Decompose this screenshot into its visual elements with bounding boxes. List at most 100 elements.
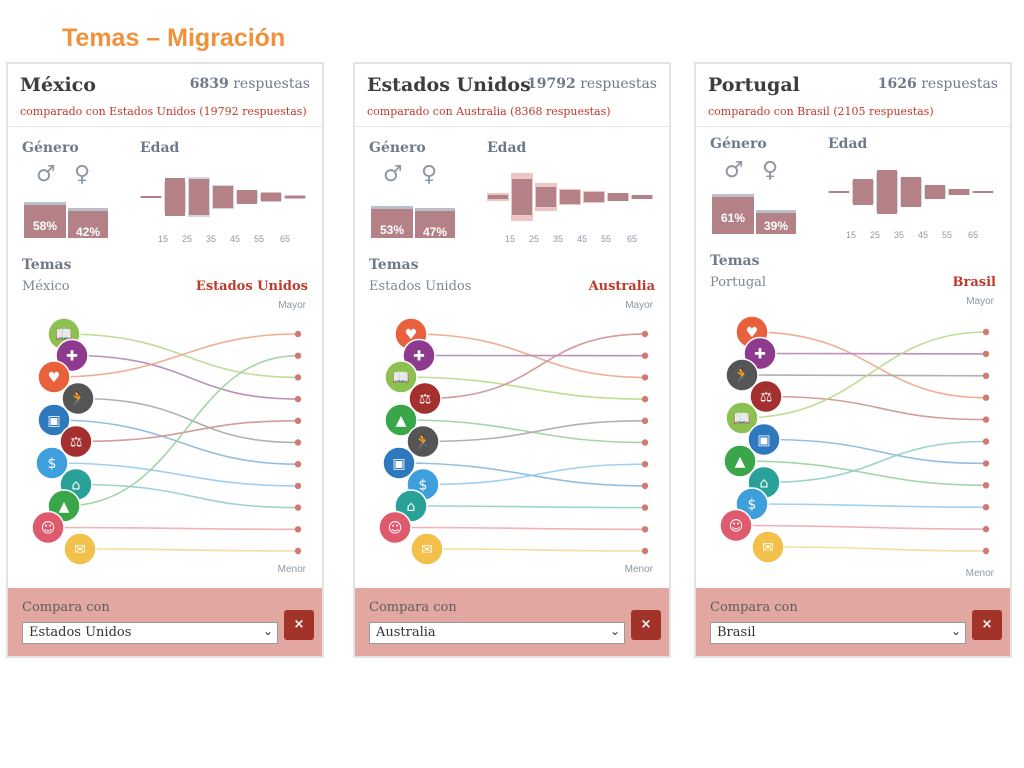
age-bar <box>973 191 993 193</box>
age-tick: 25 <box>870 230 881 240</box>
topic-link <box>422 420 646 443</box>
left-country-label: Portugal <box>710 275 767 290</box>
compare-label: Compara con <box>22 600 110 615</box>
topic-link <box>741 374 987 377</box>
svg-text:▲: ▲ <box>396 413 407 429</box>
svg-text:☺: ☺ <box>729 519 744 535</box>
compare-select[interactable]: Australia ⌄ <box>369 622 625 644</box>
age-tick: 55 <box>942 230 953 240</box>
age-tick: 45 <box>230 234 241 244</box>
briefcase-icon[interactable]: ▣ <box>747 422 781 457</box>
scale-icon[interactable]: ⚖ <box>59 424 93 459</box>
svg-text:🏃: 🏃 <box>414 434 431 451</box>
rank-dot <box>641 482 649 490</box>
topic-link <box>751 331 987 399</box>
compare-footer: Compara con Brasil ⌄ × <box>696 588 1010 656</box>
people-icon[interactable]: ☺ <box>719 508 753 543</box>
briefcase-icon[interactable]: ▣ <box>37 403 71 437</box>
runner-icon[interactable]: 🏃 <box>725 358 759 392</box>
female-icon: ♀ <box>74 162 91 187</box>
age-tick: 65 <box>280 234 291 244</box>
age-bar <box>285 195 305 199</box>
temas-label: Temas <box>369 257 419 273</box>
rank-dot <box>982 525 990 533</box>
close-button[interactable]: × <box>631 610 661 640</box>
close-button[interactable]: × <box>284 610 314 640</box>
compare-select[interactable]: Brasil ⌄ <box>710 622 966 644</box>
rank-dot <box>294 482 302 490</box>
compare-select[interactable]: Estados Unidos ⌄ <box>22 622 278 644</box>
topic-link <box>400 376 646 400</box>
rank-dot <box>641 439 649 446</box>
heart-icon[interactable]: ♥ <box>37 360 71 394</box>
plus-icon[interactable]: ✚ <box>402 338 436 373</box>
age-bar <box>536 187 556 207</box>
topic-link <box>424 333 646 400</box>
genero-label: Género <box>22 140 79 156</box>
runner-icon[interactable]: 🏃 <box>406 424 440 459</box>
book-icon[interactable]: 📖 <box>384 360 418 394</box>
menor-label: Menor <box>277 564 306 575</box>
book-icon[interactable]: 📖 <box>725 401 759 435</box>
tree-icon[interactable]: ▲ <box>723 444 757 478</box>
svg-text:$: $ <box>748 497 757 513</box>
svg-text:⌂: ⌂ <box>407 499 416 515</box>
svg-text:$: $ <box>419 478 428 494</box>
topic-link <box>398 462 646 487</box>
rank-dot <box>294 352 302 359</box>
svg-text:▣: ▣ <box>47 413 60 429</box>
scale-icon[interactable]: ⚖ <box>749 379 783 414</box>
scale-icon[interactable]: ⚖ <box>408 381 442 416</box>
rank-dot <box>641 374 649 381</box>
age-bar <box>829 191 849 193</box>
edad-label: Edad <box>140 140 180 156</box>
topic-link <box>79 548 299 552</box>
topic-link <box>765 395 987 421</box>
svg-text:📖: 📖 <box>733 411 750 427</box>
rank-dot <box>294 330 302 338</box>
age-bar <box>560 190 580 204</box>
rank-dot <box>982 416 990 423</box>
topic-link <box>410 505 646 509</box>
response-count: 6839 respuestas <box>189 76 310 92</box>
age-bar <box>141 196 161 198</box>
topic-link <box>75 483 299 509</box>
male-share-bar: 61% <box>712 194 754 234</box>
rank-dot <box>982 547 990 555</box>
svg-text:⌂: ⌂ <box>760 476 769 492</box>
country-name: Estados Unidos <box>367 74 531 96</box>
plus-icon[interactable]: ✚ <box>55 338 89 373</box>
age-bar <box>632 195 652 199</box>
topic-link <box>426 548 646 552</box>
topics-chart: ♥ ✚🏃 ⚖ 📖 ▣ ▲ ⌂$☺ ✉ <box>719 315 990 564</box>
close-button[interactable]: × <box>972 610 1002 640</box>
female-share-bar: 42% <box>68 208 108 239</box>
svg-text:✚: ✚ <box>754 347 766 363</box>
people-icon[interactable]: ☺ <box>378 510 412 545</box>
letter-icon[interactable]: ✉ <box>63 532 97 566</box>
money-icon[interactable]: $ <box>35 446 69 480</box>
svg-text:▣: ▣ <box>757 433 770 449</box>
tree-icon[interactable]: ▲ <box>384 403 418 437</box>
rank-dot <box>641 547 649 555</box>
plus-icon[interactable]: ✚ <box>743 336 777 371</box>
rank-dot <box>982 460 990 467</box>
panel-estados-unidos: Estados Unidos 19792 respuestas comparad… <box>353 62 671 658</box>
left-country-label: Estados Unidos <box>369 279 472 294</box>
svg-text:♥: ♥ <box>746 325 759 341</box>
letter-icon[interactable]: ✉ <box>410 532 444 566</box>
age-chart <box>140 177 306 217</box>
age-tick: 15 <box>158 234 169 244</box>
people-icon[interactable]: ☺ <box>31 510 65 545</box>
age-bar <box>512 179 532 215</box>
letter-icon[interactable]: ✉ <box>751 530 785 564</box>
topic-link <box>763 438 987 465</box>
svg-text:✚: ✚ <box>66 349 78 365</box>
runner-icon[interactable]: 🏃 <box>61 381 95 416</box>
right-country-label: Estados Unidos <box>195 279 308 294</box>
rank-dot <box>294 395 302 403</box>
age-bar <box>237 190 257 204</box>
rank-dot <box>641 395 649 403</box>
briefcase-icon[interactable]: ▣ <box>382 446 416 480</box>
topics-chart: 📖 ✚ ♥ 🏃 ▣ ⚖ $ ⌂▲☺ ✉ <box>31 317 302 566</box>
